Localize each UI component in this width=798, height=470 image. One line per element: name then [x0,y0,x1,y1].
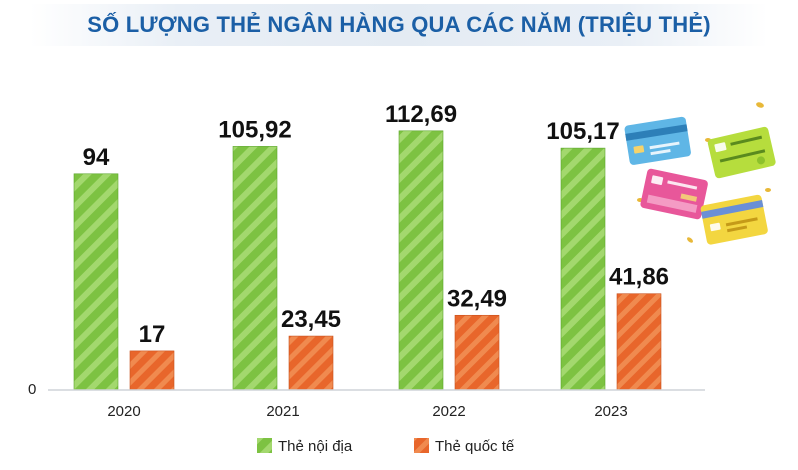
x-tick-label-2020: 2020 [107,403,140,420]
card-green-icon [707,126,776,179]
bar-international-2022 [454,314,500,391]
value-label-international-2022: 32,49 [447,285,507,312]
value-label-domestic-2020: 94 [83,144,110,171]
card-blue-icon [624,116,691,165]
bar-domestic-2022 [398,130,444,391]
value-labels-group: 94 17 105,92 23,45 112,69 32,49 105,17 41,86 [83,101,669,348]
value-label-international-2023: 41,86 [609,264,669,291]
legend-label-international: Thẻ quốc tế [435,438,515,455]
bar-international-2021 [288,335,334,391]
bank-cards-illustration [624,102,776,245]
x-tick-labels-group: 2020 2021 2022 2023 [107,403,627,420]
value-label-international-2021: 23,45 [281,306,341,333]
bar-domestic-2023 [560,147,606,391]
chart-title: SỐ LƯỢNG THẺ NGÂN HÀNG QUA CÁC NĂM (TRIỆ… [87,12,711,37]
legend-swatch-international [414,438,429,453]
x-tick-label-2022: 2022 [432,403,465,420]
value-label-domestic-2023: 105,17 [546,118,619,145]
value-label-domestic-2021: 105,92 [218,116,291,143]
bars-group [73,130,662,391]
card-pink-icon [640,168,708,220]
legend-swatch-domestic [257,438,272,453]
bar-domestic-2020 [73,173,119,391]
legend: Thẻ nội địa Thẻ quốc tế [257,438,515,455]
x-tick-label-2023: 2023 [594,403,627,420]
bar-international-2023 [616,293,662,391]
bar-domestic-2021 [232,146,278,391]
x-tick-label-2021: 2021 [266,403,299,420]
value-label-domestic-2022: 112,69 [385,101,457,128]
title-bar: SỐ LƯỢNG THẺ NGÂN HÀNG QUA CÁC NĂM (TRIỆ… [30,4,768,46]
y-tick-label: 0 [28,381,36,398]
card-yellow-icon [700,194,768,245]
bar-international-2020 [129,350,175,391]
legend-label-domestic: Thẻ nội địa [278,438,353,455]
value-label-international-2020: 17 [139,321,166,348]
